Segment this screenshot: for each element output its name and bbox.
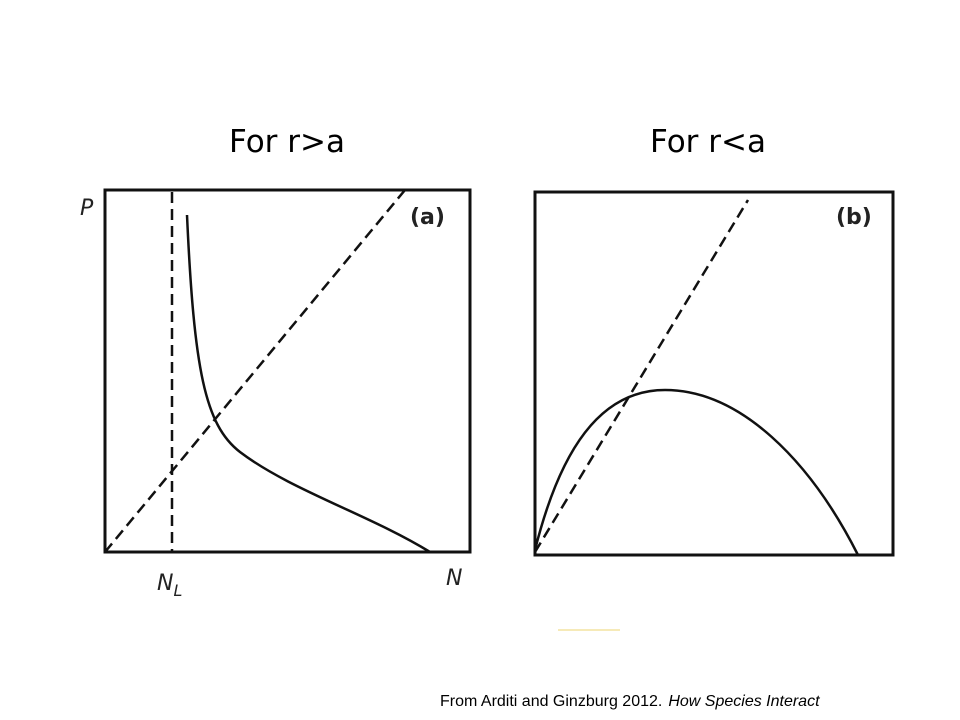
- panel-title: For r<a: [650, 124, 766, 160]
- marker-sub: L: [173, 581, 182, 600]
- citation-book: How Species Interact: [668, 693, 820, 710]
- diagonal-isocline: [104, 189, 406, 553]
- panel-frame: [533, 190, 895, 557]
- curve: [533, 388, 860, 556]
- diagonal-isocline: [533, 199, 750, 553]
- marker-main: N: [157, 571, 173, 596]
- panel-label: (a): [410, 205, 445, 230]
- citation-text: From Arditi and Ginzburg 2012.: [440, 693, 662, 710]
- curve: [185, 214, 431, 554]
- x-axis-label: N: [446, 566, 462, 591]
- panel-title: For r>a: [229, 124, 345, 160]
- y-axis-label: P: [80, 196, 94, 221]
- panel-label: (b): [836, 205, 872, 230]
- marker-label: NL: [157, 571, 182, 600]
- panel-frame: [103, 188, 472, 554]
- citation: From Arditi and Ginzburg 2012. How Specie…: [440, 693, 820, 710]
